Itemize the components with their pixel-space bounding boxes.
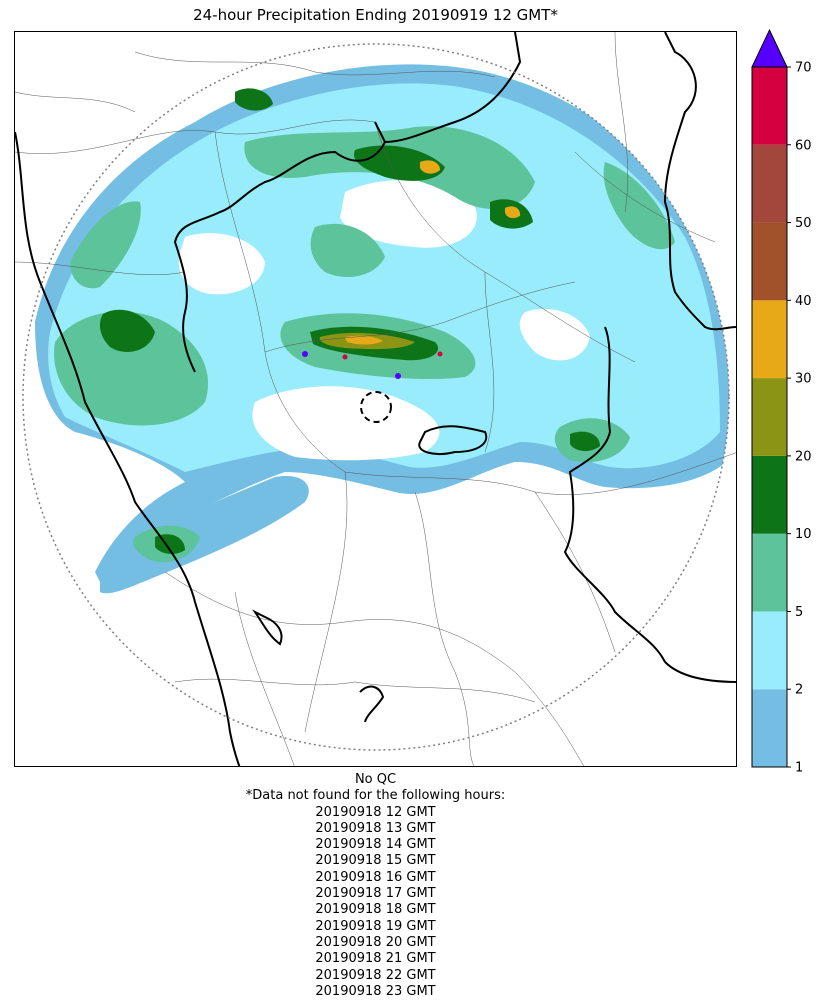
precip-5-10-west bbox=[54, 311, 209, 426]
colorbar-bin bbox=[752, 300, 787, 379]
chart-title: 24-hour Precipitation Ending 20190919 12… bbox=[193, 6, 558, 24]
missing-hour: 20190918 14 GMT bbox=[315, 837, 436, 853]
precip-extreme-2 bbox=[395, 373, 401, 379]
precip-30-40-northeast bbox=[505, 206, 521, 219]
precip-gap-north bbox=[340, 180, 477, 248]
missing-hour: 20190918 19 GMT bbox=[315, 918, 436, 934]
precip-10-20-east bbox=[570, 431, 600, 452]
colorbar-tick-label: 10 bbox=[795, 527, 812, 542]
missing-hour: 20190918 12 GMT bbox=[315, 804, 436, 820]
missing-hour: 20190918 13 GMT bbox=[315, 820, 436, 836]
colorbar-ticks: 1 2 5 10 20 30 40 50 60 70 bbox=[787, 61, 812, 775]
colorbar-bin bbox=[752, 67, 787, 145]
map-canvas bbox=[15, 32, 736, 766]
precip-gap-east bbox=[519, 308, 590, 361]
national-borders bbox=[15, 32, 736, 766]
colorbar-tick-label: 40 bbox=[795, 294, 812, 309]
precip-gap-southwest bbox=[75, 458, 155, 506]
precip-gap-west bbox=[178, 233, 265, 295]
missing-hour: 20190918 23 GMT bbox=[315, 983, 436, 999]
colorbar: 1 2 5 10 20 30 40 50 60 70 bbox=[751, 29, 812, 775]
colorbar-tick-label: 70 bbox=[795, 61, 812, 76]
missing-hour: 20190918 21 GMT bbox=[315, 951, 436, 967]
precip-gap-center bbox=[252, 386, 440, 461]
county-boundaries bbox=[15, 32, 736, 766]
missing-hour: 20190918 22 GMT bbox=[315, 967, 436, 983]
colorbar-bin bbox=[752, 455, 787, 534]
precip-5-10-northwest bbox=[70, 201, 141, 289]
missing-data-header: *Data not found for the following hours: bbox=[245, 788, 506, 804]
colorbar-tick-label: 2 bbox=[795, 683, 803, 698]
precip-60-70-1 bbox=[437, 351, 443, 357]
footnote-block: No QC *Data not found for the following … bbox=[14, 772, 737, 1000]
map-panel bbox=[14, 31, 737, 767]
colorbar-extend-arrow bbox=[751, 29, 788, 68]
colorbar-outline bbox=[751, 66, 788, 768]
precip-5-10-northeast bbox=[603, 162, 675, 250]
colorbar-bin bbox=[752, 611, 787, 690]
precip-10-20-northwest bbox=[235, 88, 273, 111]
precip-1-2-band bbox=[100, 476, 309, 594]
colorbar-tick-label: 50 bbox=[795, 216, 812, 231]
colorbar-bin bbox=[752, 689, 787, 767]
missing-hour: 20190918 18 GMT bbox=[315, 902, 436, 918]
precip-2-5-area bbox=[48, 83, 720, 472]
precip-30-40-core bbox=[345, 335, 383, 345]
colorbar-bin bbox=[752, 222, 787, 301]
missing-hour: 20190918 16 GMT bbox=[315, 869, 436, 885]
precip-30-40-north bbox=[420, 160, 440, 174]
colorbar-bin bbox=[752, 144, 787, 223]
colorbar-tick-label: 60 bbox=[795, 138, 812, 153]
colorbar-bin bbox=[752, 378, 787, 456]
colorbar-tick-label: 5 bbox=[795, 605, 803, 620]
colorbar-tick-label: 20 bbox=[795, 449, 812, 464]
precip-10-20-west bbox=[99, 309, 155, 352]
colorbar-bins bbox=[751, 29, 788, 768]
qc-note: No QC bbox=[354, 772, 397, 787]
precip-5-10-mid bbox=[310, 223, 385, 277]
colorbar-bin bbox=[752, 533, 787, 612]
missing-hour: 20190918 15 GMT bbox=[315, 853, 436, 869]
radar-site-marker bbox=[360, 391, 392, 423]
colorbar-tick-label: 1 bbox=[795, 761, 803, 775]
colorbar-tick-label: 30 bbox=[795, 372, 812, 387]
missing-hour: 20190918 17 GMT bbox=[315, 886, 436, 902]
missing-hour: 20190918 20 GMT bbox=[315, 934, 436, 950]
precip-extreme-1 bbox=[302, 351, 308, 357]
precip-60-70-2 bbox=[342, 354, 348, 360]
radar-range-ring bbox=[22, 43, 730, 751]
precipitation-field bbox=[35, 64, 729, 594]
